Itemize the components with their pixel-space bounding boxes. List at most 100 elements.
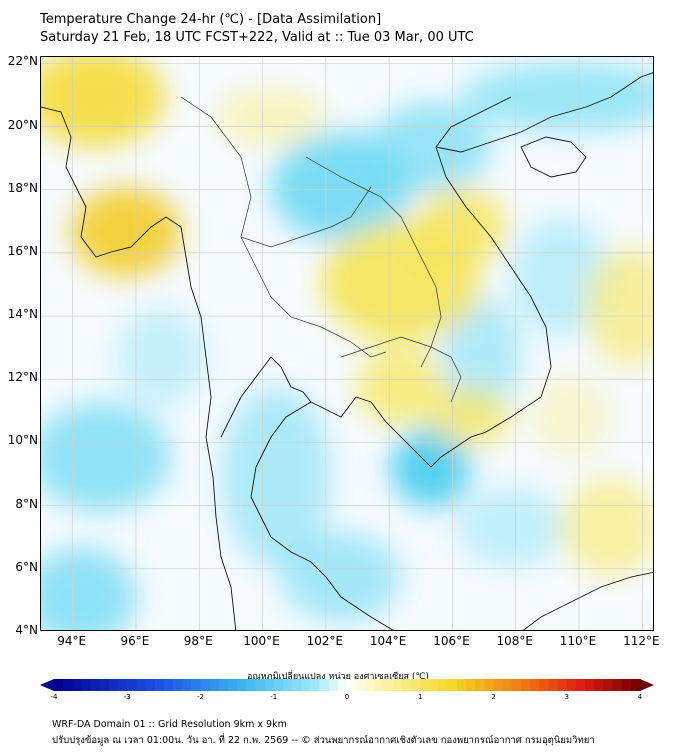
colorbar-cell [630, 679, 641, 691]
colorbar-cell [246, 679, 256, 691]
colorbar-cell [72, 679, 82, 691]
colorbar-tick-label: -4 [50, 693, 58, 701]
cool-anomaly-area [281, 532, 401, 622]
colorbar-cell [374, 679, 385, 691]
colorbar-cell [319, 679, 330, 691]
colorbar-cell [182, 679, 192, 691]
longitude-label: 102°E [306, 634, 344, 648]
colorbar-cell [575, 679, 586, 691]
colorbar-cell [585, 679, 595, 691]
colorbar-cell [347, 679, 357, 691]
latitude-label: 14°N [7, 307, 38, 322]
warm-anomaly-area [71, 187, 181, 277]
colorbar-cell [81, 679, 92, 691]
colorbar-cell [136, 679, 146, 691]
coastline-myanmar-west [41, 106, 237, 630]
colorbar-cell [191, 679, 201, 691]
colorbar-cell [411, 679, 421, 691]
colorbar-cell [255, 679, 265, 691]
colorbar-cell [539, 679, 549, 691]
colorbar-cell [429, 679, 439, 691]
longitude-label: 112°E [623, 634, 660, 648]
colorbar-cell [594, 679, 604, 691]
colorbar-cell [548, 679, 558, 691]
warm-anomaly-area [431, 387, 511, 447]
border-interior [180, 96, 387, 358]
colorbar-cell [438, 679, 449, 691]
longitude-label: 94°E [57, 634, 87, 648]
colorbar-cell [328, 679, 339, 691]
border-interior [305, 156, 442, 368]
latitude-label: 4°N [15, 623, 38, 637]
colorbar-cell [145, 679, 156, 691]
colorbar-title: อุณหภูมิเปลี่ยนแปลง หน่วย องศาเซลเซียส (… [246, 672, 430, 682]
colorbar-cell [163, 679, 174, 691]
colorbar-cell [108, 679, 119, 691]
map-frame [40, 56, 654, 631]
colorbar-cell [227, 679, 238, 691]
longitude-label: 96°E [120, 634, 150, 648]
latitude-label: 10°N [7, 433, 38, 448]
footer-line-2: ปรับปรุงข้อมูล ณ เวลา 01:00น. วัน อา. ที… [52, 735, 595, 746]
colorbar-cell [218, 679, 229, 691]
coastline-vietnam [435, 96, 552, 433]
cool-anomaly-area [116, 307, 206, 407]
colorbar-cell [90, 679, 101, 691]
latitude-label: 6°N [15, 559, 38, 574]
coastline-hainan [520, 136, 587, 178]
colorbar-tick-label: 4 [637, 693, 643, 701]
colorbar [40, 679, 654, 691]
warm-anomaly-area [586, 247, 653, 367]
cool-anomaly-area [221, 387, 331, 567]
colorbar-cell [621, 679, 632, 691]
border-interior [340, 336, 462, 403]
colorbar-cell [401, 679, 412, 691]
map-canvas [41, 57, 653, 630]
colorbar-cell [511, 679, 522, 691]
colorbar-cell [273, 679, 284, 691]
colorbar-cell [484, 679, 494, 691]
latitude-label: 20°N [7, 117, 38, 132]
colorbar-cell [502, 679, 513, 691]
cool-anomaly-area [41, 402, 171, 512]
colorbar-cell [603, 679, 613, 691]
colorbar-cell [282, 679, 293, 691]
colorbar-cell [520, 679, 531, 691]
chart-title: Temperature Change 24-hr (℃) - [Data Ass… [40, 12, 382, 27]
colorbar-cell [420, 679, 430, 691]
border-interior [240, 186, 372, 248]
colorbar-cell [173, 679, 183, 691]
colorbar-max-arrow [640, 679, 654, 691]
warm-anomaly-area [531, 377, 611, 457]
coastline-peninsula-east [220, 356, 394, 630]
colorbar-cell [209, 679, 220, 691]
longitude-label: 100°E [243, 634, 280, 648]
cool-anomaly-area [41, 547, 136, 630]
colorbar-cell [612, 679, 623, 691]
longitude-label: 108°E [496, 634, 533, 648]
cool-anomaly-area [441, 297, 521, 417]
colorbar-cell [337, 679, 348, 691]
colorbar-tick-label: 3 [564, 693, 569, 701]
latitude-label: 12°N [7, 370, 38, 385]
colorbar-tick-label: 2 [491, 693, 496, 701]
colorbar-cell [383, 679, 394, 691]
warm-anomaly-area [356, 347, 446, 427]
latitude-label: 18°N [7, 180, 38, 195]
colorbar-min-arrow [40, 679, 54, 691]
colorbar-cell [200, 679, 211, 691]
colorbar-cell [63, 679, 73, 691]
colorbar-cell [118, 679, 128, 691]
colorbar-cell [456, 679, 467, 691]
colorbar-cell [99, 679, 110, 691]
colorbar-cell [365, 679, 375, 691]
colorbar-cell [475, 679, 485, 691]
longitude-label: 106°E [433, 634, 470, 648]
colorbar-tick-label: -3 [123, 693, 131, 701]
cool-anomaly-area [371, 102, 491, 192]
warm-anomaly-area [41, 57, 166, 147]
colorbar-cell [154, 679, 165, 691]
colorbar-cell [530, 679, 540, 691]
colorbar-cell [237, 679, 247, 691]
cool-anomaly-area [456, 487, 566, 567]
